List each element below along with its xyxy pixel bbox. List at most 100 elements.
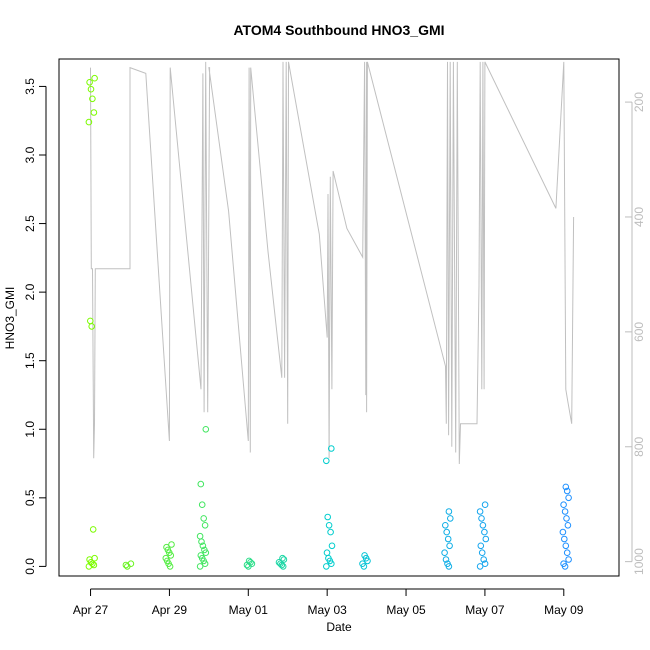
pressure-trace-line (90, 61, 575, 465)
x-tick-label: Apr 29 (152, 603, 188, 617)
data-point (86, 79, 93, 86)
pressure-trace-layer (90, 61, 575, 465)
data-point (481, 501, 489, 509)
data-point (477, 542, 485, 550)
data-point (197, 552, 205, 559)
data-point (481, 560, 489, 568)
data-point (561, 535, 568, 543)
x-tick-label: Apr 27 (73, 603, 109, 617)
data-point (327, 528, 334, 536)
data-point (280, 556, 288, 563)
data-points-layer (85, 74, 572, 570)
data-point (89, 95, 96, 103)
data-point (482, 535, 490, 543)
data-point (198, 501, 206, 509)
y-right-tick-label: 1000 (632, 548, 646, 575)
plot-frame (58, 58, 620, 577)
data-point (476, 508, 484, 515)
data-point (562, 542, 570, 550)
y-axis-right: 200 400 600 800 1000 (625, 92, 646, 575)
data-point (163, 543, 170, 551)
y-tick-label: 0.0 (23, 558, 37, 575)
y-tick-label: 2.0 (23, 283, 37, 300)
data-point (561, 508, 569, 515)
y-right-tick-label: 800 (632, 436, 646, 456)
y-axis-label: HNO3_GMI (3, 287, 17, 350)
data-point (559, 528, 567, 536)
y-right-tick-label: 400 (632, 207, 646, 227)
data-point (200, 515, 207, 522)
data-point (442, 556, 450, 563)
data-point (328, 542, 336, 550)
data-point (91, 554, 98, 562)
data-point (481, 528, 488, 536)
data-point (89, 526, 97, 533)
data-point (202, 426, 210, 433)
data-point (196, 563, 204, 570)
data-point (323, 549, 331, 557)
y-tick-label: 0.5 (23, 489, 37, 506)
x-axis: Apr 27 Apr 29 May 01 May 03 May 05 May 07 May … (73, 588, 584, 617)
data-point (480, 556, 488, 563)
data-point (565, 494, 572, 502)
x-tick-label: May 03 (307, 603, 347, 617)
x-tick-label: May 09 (544, 603, 584, 617)
data-point (479, 522, 487, 529)
data-point (196, 532, 204, 540)
data-point (562, 483, 570, 491)
data-point (277, 560, 284, 568)
data-point (442, 522, 449, 529)
data-point (444, 535, 452, 543)
data-point (91, 74, 98, 82)
data-point (87, 317, 94, 325)
y-axis-left: 0.0 0.5 1.0 1.5 2.0 2.5 3.0 3.5 (23, 78, 47, 575)
data-point (168, 541, 175, 548)
y-tick-label: 1.5 (23, 352, 37, 369)
data-point (441, 549, 448, 557)
data-point (478, 515, 485, 522)
data-point (443, 528, 451, 536)
data-point (323, 457, 330, 465)
data-point (446, 542, 453, 550)
data-point (127, 560, 135, 568)
data-point (201, 546, 208, 554)
data-point (247, 559, 254, 566)
chart-title: ATOM4 Southbound HNO3_GMI (233, 22, 444, 38)
data-point (90, 109, 98, 116)
y-tick-label: 2.5 (23, 215, 37, 232)
data-point (245, 557, 253, 565)
data-point (199, 542, 207, 550)
data-point (162, 554, 170, 562)
data-point (445, 508, 453, 515)
data-point (279, 554, 286, 562)
data-point (359, 560, 366, 568)
data-point (478, 549, 486, 557)
x-tick-label: May 05 (386, 603, 426, 617)
data-point (201, 522, 209, 529)
data-point (563, 549, 571, 557)
data-point (275, 559, 283, 566)
y-right-tick-label: 600 (632, 322, 646, 342)
data-point (564, 522, 572, 529)
x-tick-label: May 01 (229, 603, 269, 617)
data-point (560, 501, 567, 509)
y-tick-label: 1.0 (23, 421, 37, 438)
data-point (563, 515, 570, 522)
y-tick-label: 3.0 (23, 146, 37, 163)
x-axis-label: Date (326, 620, 352, 634)
data-point (197, 480, 205, 488)
data-point (325, 522, 333, 529)
data-point (560, 560, 567, 568)
data-point (323, 563, 330, 570)
y-tick-label: 3.5 (23, 78, 37, 95)
data-point (565, 556, 572, 563)
data-point (85, 118, 93, 126)
data-point (476, 563, 484, 570)
data-point (447, 515, 454, 522)
data-point (361, 552, 368, 559)
data-point (563, 487, 571, 495)
y-right-tick-label: 200 (632, 92, 646, 112)
data-point (444, 560, 451, 568)
